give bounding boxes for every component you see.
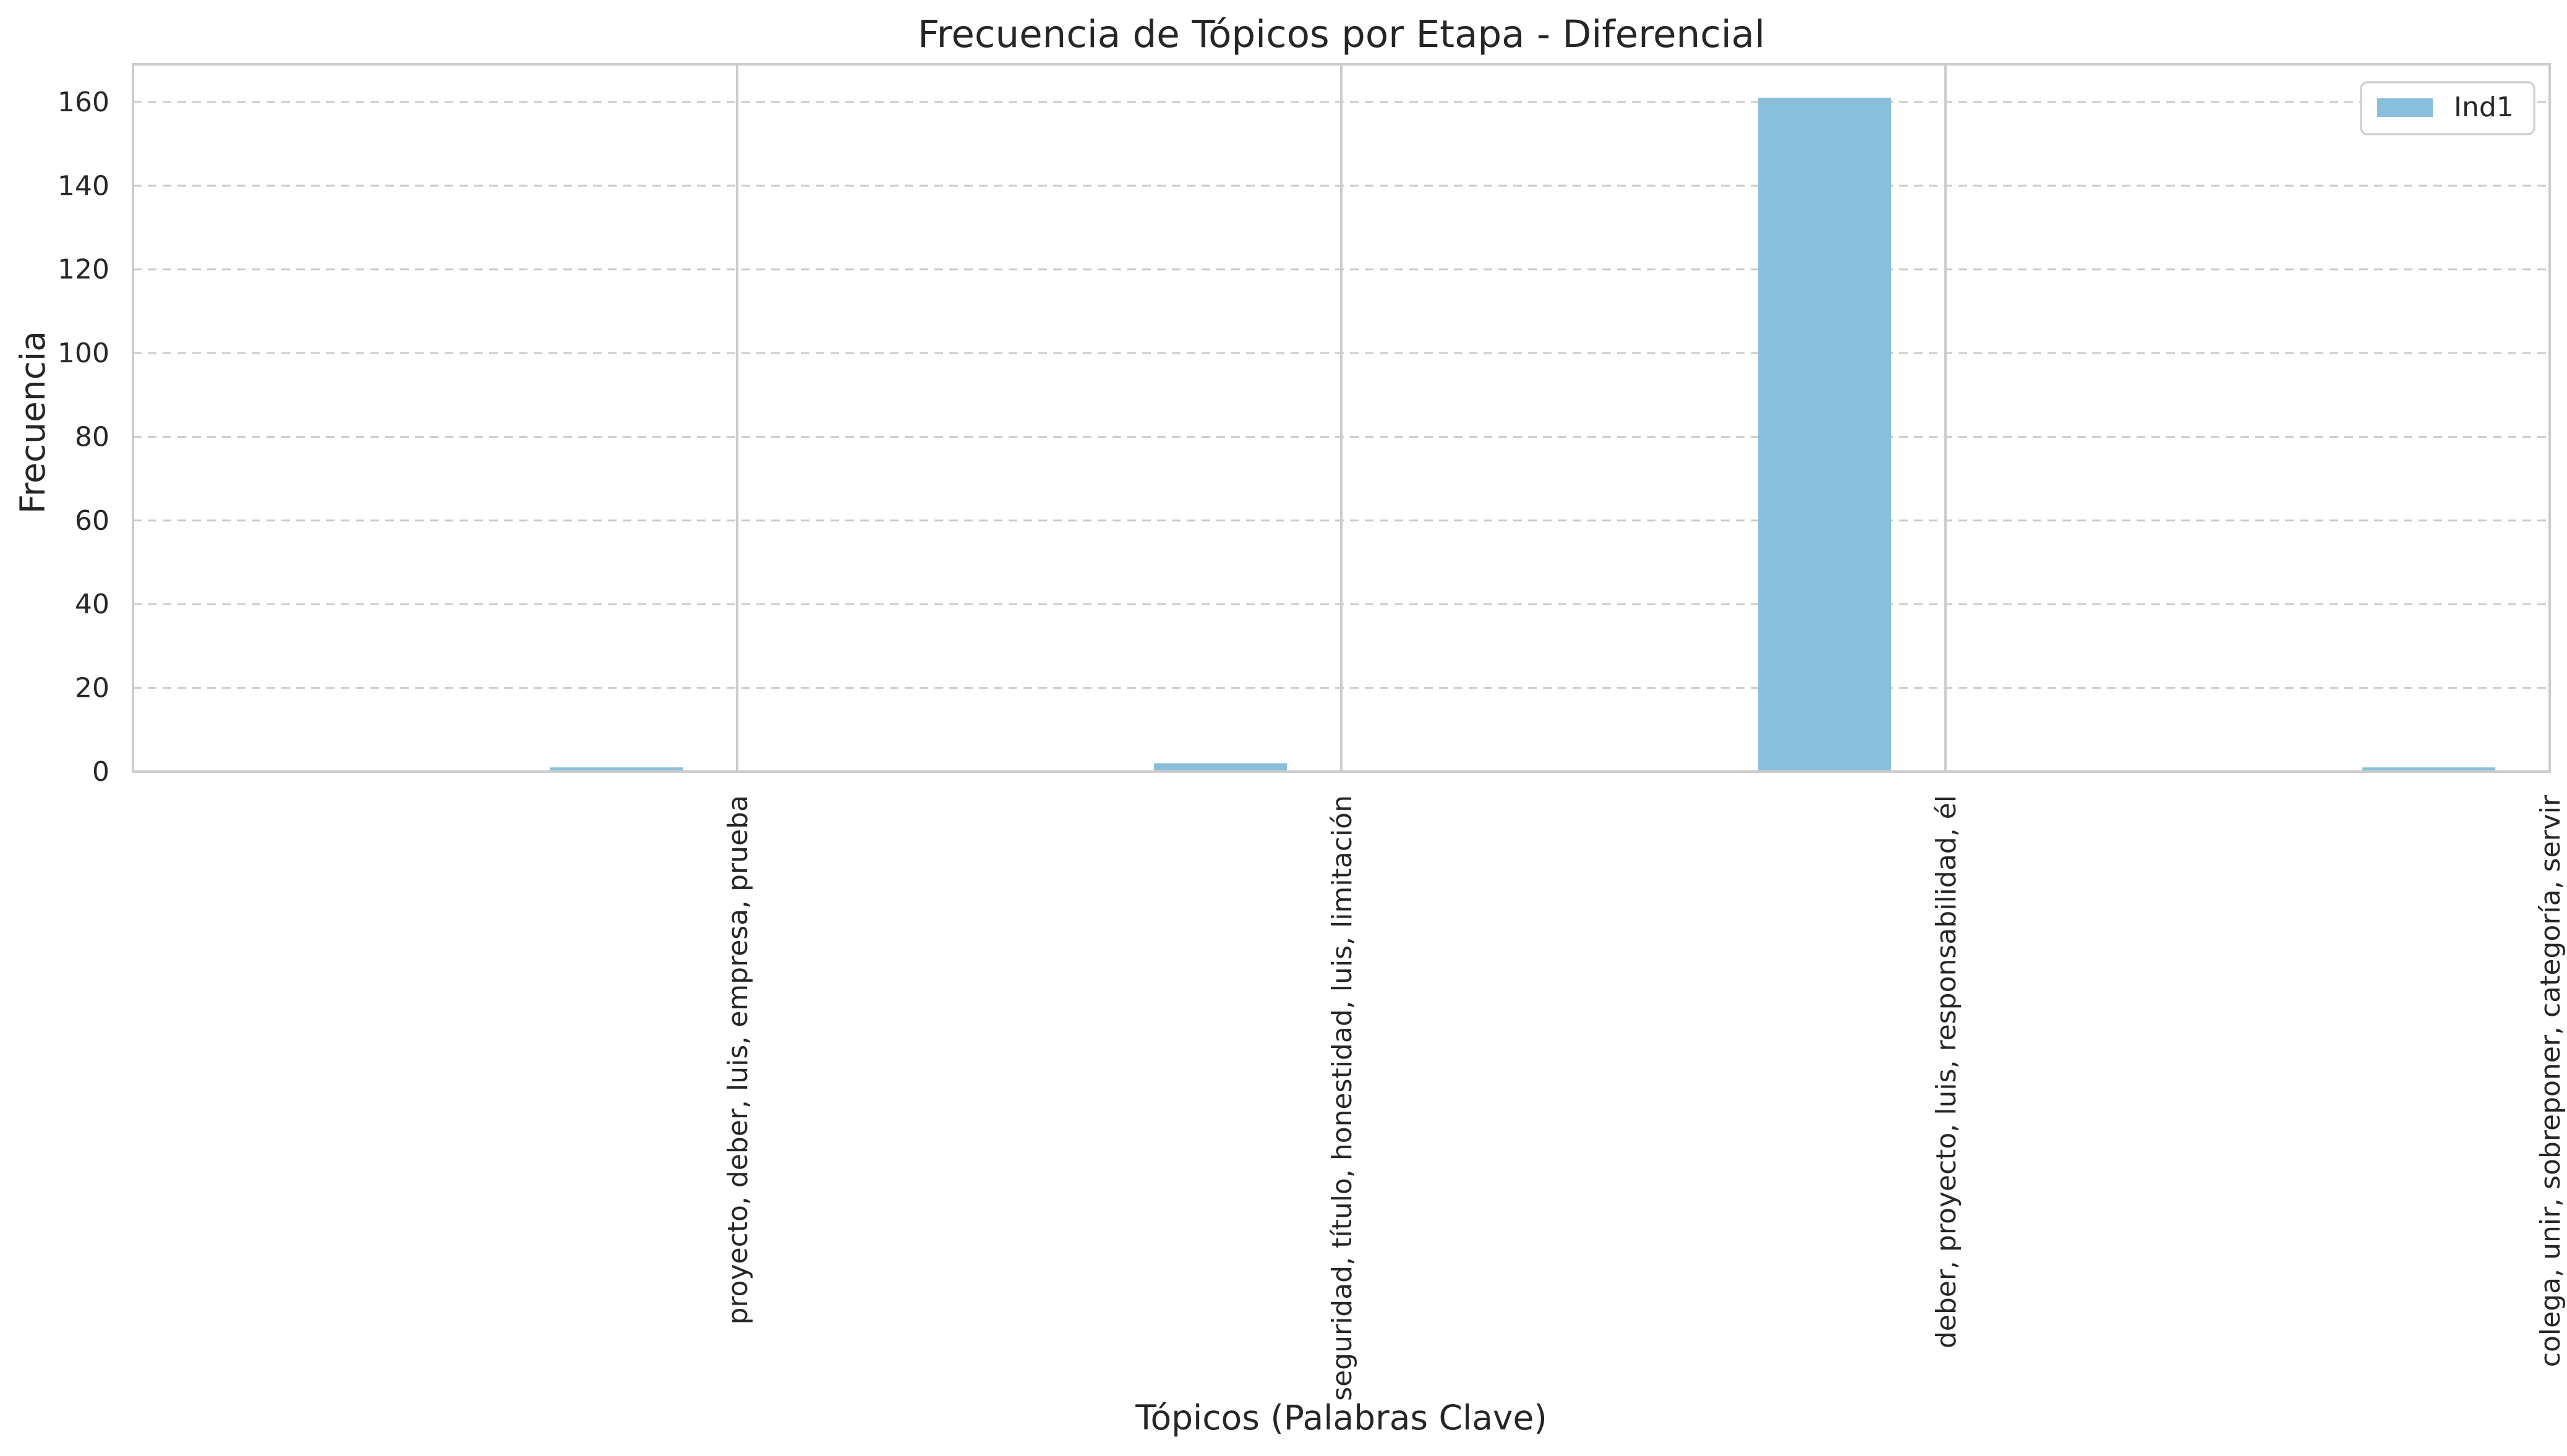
y-tick-label: 20: [75, 673, 109, 704]
legend-box: [2360, 81, 2535, 135]
plot-frame: [132, 63, 2551, 773]
y-tick-label: 0: [92, 756, 109, 788]
legend-label: Ind1: [2454, 92, 2514, 123]
y-tick-label: 80: [75, 421, 109, 453]
bar: [1758, 98, 1892, 772]
x-tick-label: proyecto, deber, luis, empresa, prueba: [722, 795, 754, 1325]
x-tick-label: seguridad, título, honestidad, luis, lim…: [1326, 795, 1358, 1401]
y-tick-label: 160: [58, 87, 109, 118]
bar: [550, 767, 683, 772]
x-tick-label: deber, proyecto, luis, responsabilidad, …: [1931, 795, 1962, 1348]
y-tick-label: 120: [58, 254, 109, 286]
x-tick-label: colega, unir, sobreponer, categoría, ser…: [2535, 794, 2566, 1367]
y-axis-label: Frecuencia: [13, 331, 53, 514]
legend: Ind1: [2360, 81, 2535, 135]
y-tick-label: 140: [58, 170, 109, 202]
chart-title: Frecuencia de Tópicos por Etapa - Difere…: [918, 12, 1765, 56]
x-axis-label: Tópicos (Palabras Clave): [1135, 1398, 1547, 1437]
y-tick-label: 40: [75, 589, 109, 620]
y-tick-label: 60: [75, 505, 109, 537]
bar: [2362, 767, 2496, 772]
bar: [1154, 763, 1288, 772]
y-tick-label: 100: [58, 338, 109, 369]
legend-swatch: [2377, 98, 2433, 117]
